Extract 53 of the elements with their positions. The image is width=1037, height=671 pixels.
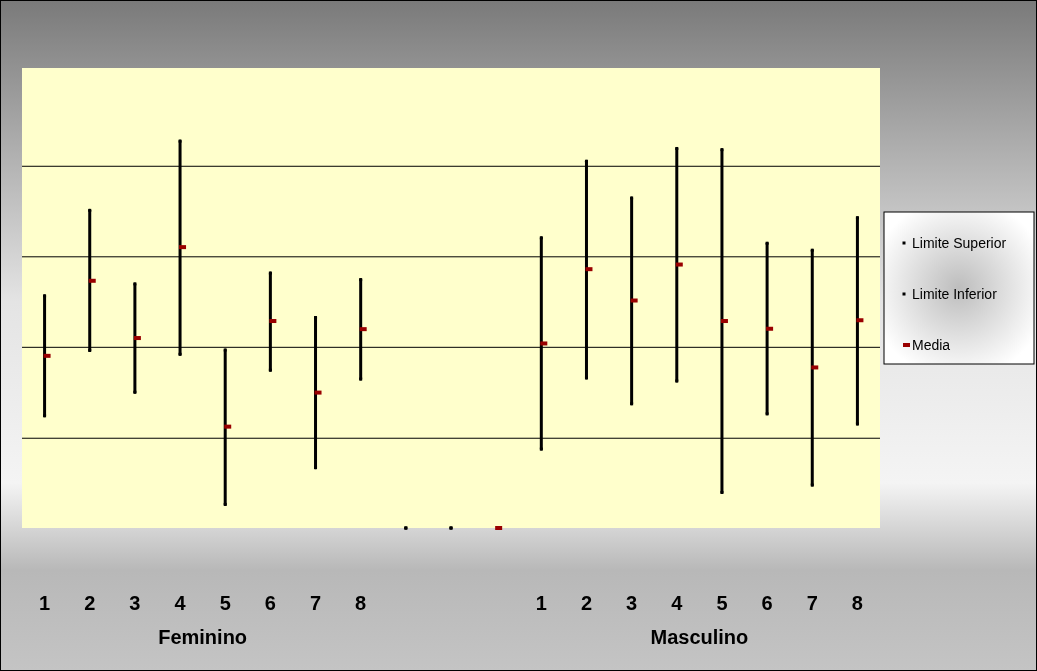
point (810, 483, 814, 487)
point (855, 422, 859, 426)
point (675, 379, 679, 383)
x-tick-label: 8 (851, 592, 863, 614)
point (133, 390, 137, 394)
legend-label: Limite Superior (912, 235, 1007, 251)
point (268, 368, 272, 372)
x-tick-label: 1 (39, 592, 51, 614)
point (539, 236, 543, 240)
x-tick-label: 5 (716, 592, 728, 614)
text: Feminino (158, 626, 248, 648)
x-tick-label: 1 (535, 592, 547, 614)
point (359, 377, 363, 381)
point (584, 159, 588, 163)
point (314, 316, 318, 320)
point (630, 402, 634, 406)
x-tick-label: 3 (129, 592, 141, 614)
point (43, 294, 47, 298)
point (133, 282, 137, 286)
point (539, 447, 543, 451)
x-tick-label: 4 (671, 592, 684, 614)
x-tick-label: 2 (84, 592, 96, 614)
point (675, 146, 679, 150)
point (178, 139, 182, 143)
point (765, 412, 769, 416)
x-tick-label: 2 (580, 592, 593, 614)
point (223, 502, 227, 506)
legend-label: Limite Inferior (912, 286, 998, 302)
legend-label: Media (912, 337, 951, 353)
point (855, 216, 859, 220)
x-tick-label: 5 (219, 592, 231, 614)
x-tick-label: 6 (761, 592, 773, 614)
point (584, 376, 588, 380)
point (178, 352, 182, 356)
x-tick-label: 7 (806, 592, 818, 614)
point (314, 466, 318, 470)
x-tick-label: 6 (264, 592, 276, 614)
point (268, 271, 272, 275)
point (810, 248, 814, 252)
point (765, 241, 769, 245)
x-tick-label: 3 (626, 592, 638, 614)
point (88, 208, 92, 212)
x-tick-label: 7 (309, 592, 322, 614)
x-tick-label: 4 (174, 592, 187, 614)
point (88, 348, 92, 352)
text: Masculino (650, 626, 749, 648)
point (223, 348, 227, 352)
point (720, 148, 724, 152)
point (43, 414, 47, 418)
point (630, 196, 634, 200)
x-tick-label: 8 (355, 592, 367, 614)
point (359, 278, 363, 282)
point (720, 490, 724, 494)
